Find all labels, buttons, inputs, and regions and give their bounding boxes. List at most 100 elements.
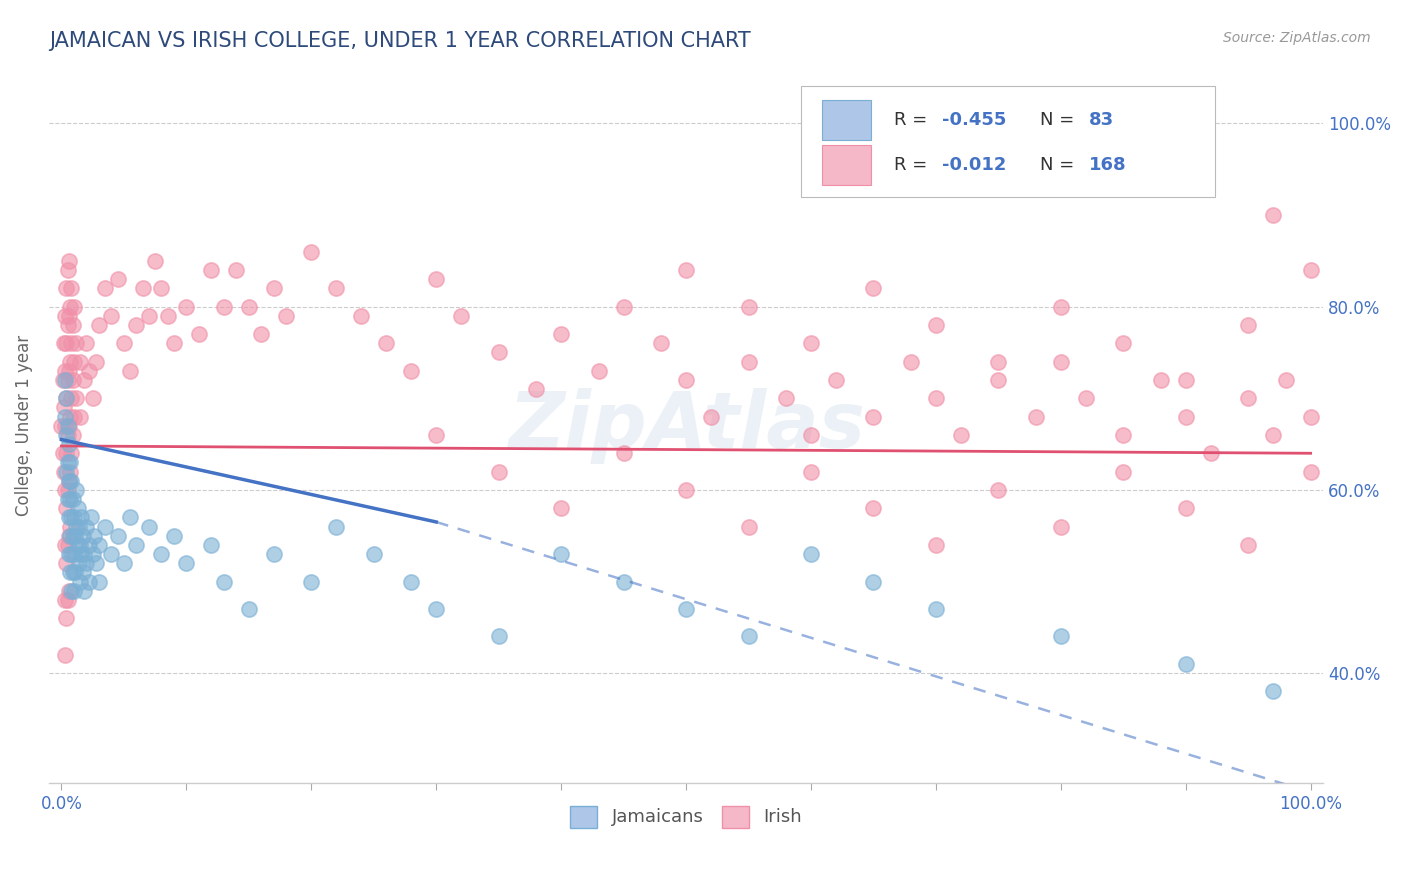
Point xyxy=(52,336,75,351)
Point xyxy=(58,437,80,451)
Point xyxy=(987,483,1010,497)
Point xyxy=(425,272,447,286)
Point xyxy=(63,566,86,580)
Point xyxy=(737,519,759,533)
Point xyxy=(1112,336,1135,351)
Point xyxy=(488,465,510,479)
Y-axis label: College, Under 1 year: College, Under 1 year xyxy=(15,335,32,516)
Point xyxy=(51,418,73,433)
Point xyxy=(53,483,76,497)
Point xyxy=(58,474,80,488)
Point xyxy=(56,538,79,552)
Point xyxy=(675,483,697,497)
Text: ZipAtlas: ZipAtlas xyxy=(508,388,865,464)
Point xyxy=(58,364,80,378)
Point xyxy=(58,309,80,323)
Point xyxy=(63,409,86,424)
Point xyxy=(150,547,173,561)
Point xyxy=(1237,318,1260,332)
Point xyxy=(59,300,82,314)
Text: N =: N = xyxy=(1040,156,1080,174)
Point xyxy=(925,602,948,616)
Point xyxy=(862,409,884,424)
Point xyxy=(60,510,83,524)
Point xyxy=(1049,300,1071,314)
Point xyxy=(588,364,610,378)
Point xyxy=(550,547,572,561)
Point xyxy=(1025,409,1047,424)
Point xyxy=(263,547,285,561)
Point xyxy=(87,574,110,589)
Point xyxy=(56,455,79,469)
Point xyxy=(1199,446,1222,460)
Point xyxy=(73,547,96,561)
Point xyxy=(73,583,96,598)
Point xyxy=(63,354,86,368)
Point xyxy=(488,345,510,359)
Point xyxy=(58,418,80,433)
Point xyxy=(58,547,80,561)
Point xyxy=(131,281,153,295)
Point xyxy=(56,373,79,387)
Point xyxy=(69,354,91,368)
Text: N =: N = xyxy=(1040,111,1080,129)
Point xyxy=(59,409,82,424)
Point xyxy=(675,373,697,387)
Point xyxy=(59,465,82,479)
Point xyxy=(60,583,83,598)
Point xyxy=(60,336,83,351)
Point xyxy=(1237,538,1260,552)
Point xyxy=(1174,373,1197,387)
Point xyxy=(63,300,86,314)
Point xyxy=(62,566,84,580)
Point xyxy=(77,574,100,589)
Point xyxy=(65,392,87,406)
Point xyxy=(925,392,948,406)
Point xyxy=(1174,409,1197,424)
Point xyxy=(1263,208,1285,222)
Point xyxy=(66,538,89,552)
Point xyxy=(613,300,636,314)
Point xyxy=(862,281,884,295)
Point xyxy=(399,574,422,589)
Text: Source: ZipAtlas.com: Source: ZipAtlas.com xyxy=(1223,31,1371,45)
Point xyxy=(250,327,273,342)
Point xyxy=(650,336,672,351)
Point xyxy=(675,602,697,616)
Point xyxy=(1112,465,1135,479)
Point xyxy=(59,519,82,533)
Point xyxy=(987,373,1010,387)
Point xyxy=(58,583,80,598)
Point xyxy=(65,519,87,533)
Point xyxy=(87,318,110,332)
Point xyxy=(550,327,572,342)
Point xyxy=(55,336,77,351)
Point xyxy=(52,401,75,415)
Point xyxy=(862,501,884,516)
Point xyxy=(112,336,135,351)
Point xyxy=(62,318,84,332)
Point xyxy=(56,491,79,506)
Point xyxy=(1299,263,1322,277)
Point xyxy=(86,354,108,368)
Point xyxy=(107,272,129,286)
Point xyxy=(60,446,83,460)
FancyBboxPatch shape xyxy=(801,87,1215,197)
Point xyxy=(67,519,90,533)
Point xyxy=(212,300,235,314)
Point xyxy=(55,392,77,406)
Point xyxy=(70,547,93,561)
Point xyxy=(62,491,84,506)
Point xyxy=(80,510,103,524)
Point xyxy=(70,510,93,524)
Point xyxy=(700,409,723,424)
Point xyxy=(156,309,179,323)
Point xyxy=(82,392,104,406)
Point xyxy=(59,354,82,368)
Point xyxy=(949,428,972,442)
Point xyxy=(1049,519,1071,533)
Point xyxy=(58,510,80,524)
Point xyxy=(120,364,142,378)
Point xyxy=(63,547,86,561)
Point xyxy=(63,529,86,543)
